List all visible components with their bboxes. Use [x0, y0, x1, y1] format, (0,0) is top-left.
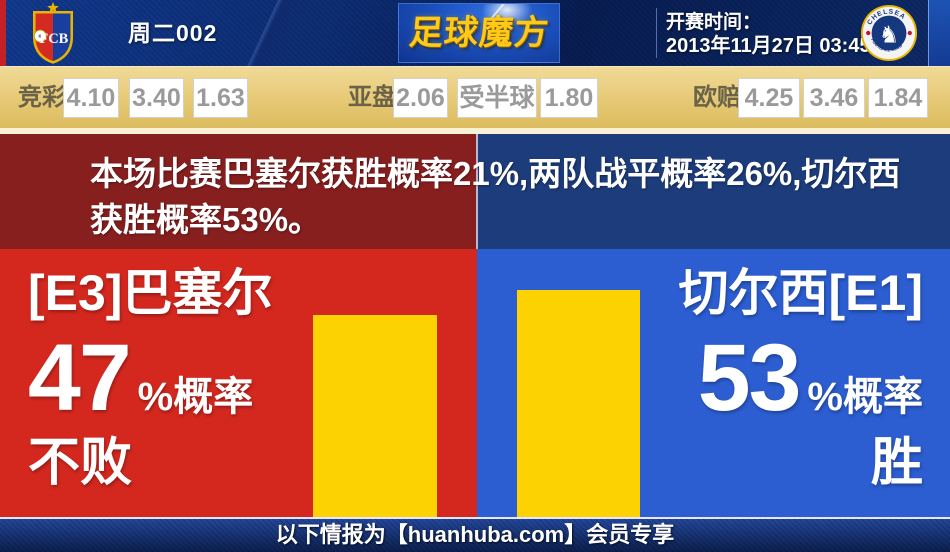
footer-banner: 以下情报为【huanhuba.com】会员专享	[0, 517, 950, 552]
odds-group-label-asian-handicap: 亚盘	[348, 84, 396, 111]
kickoff-time-block: 开赛时间： 2013年11月27日 03:45	[666, 11, 871, 58]
odds-value-box: 1.80	[540, 78, 598, 118]
away-outcome-label: 胜	[870, 434, 923, 492]
home-outcome-label: 不败	[28, 434, 133, 492]
brand-logo-text: 足球魔方	[407, 14, 551, 52]
away-team-name: 切尔西[E1]	[678, 265, 923, 321]
home-percent-value: 47	[28, 325, 132, 431]
brand-logo-panel: 足球魔方	[398, 3, 560, 63]
away-probability-bar	[517, 290, 640, 517]
odds-value-box: 4.25	[738, 78, 800, 118]
cream-separator	[0, 128, 950, 134]
home-prediction-block: [E3]巴塞尔 47 %概率 不败	[28, 263, 308, 493]
summary-band-divider	[476, 134, 478, 249]
odds-value-box: 3.46	[803, 78, 865, 118]
odds-value-box: 1.63	[193, 78, 248, 118]
match-code: 周二002	[128, 20, 218, 46]
header-left-red-stripe	[0, 0, 6, 66]
odds-value-box: 1.84	[868, 78, 928, 118]
header-divider	[656, 8, 657, 58]
fc-basel-crest-icon: FCB	[32, 2, 74, 64]
odds-value-box: 2.06	[393, 78, 448, 118]
svg-text:♞: ♞	[879, 22, 900, 49]
header-right-panel	[928, 0, 950, 66]
odds-bar: 竞彩 4.10 3.40 1.63 亚盘 2.06 受半球 1.80 欧赔 4.…	[0, 66, 950, 128]
summary-band-home	[0, 134, 477, 249]
away-prediction-block: 切尔西[E1] 53 %概率 胜	[643, 263, 923, 493]
svg-text:FCB: FCB	[39, 31, 68, 47]
away-percent-suffix: %概率	[807, 375, 923, 419]
odds-handicap-box: 受半球	[457, 78, 537, 118]
home-team-name: [E3]巴塞尔	[28, 265, 273, 321]
starburst-glint-decoration	[477, 4, 537, 30]
summary-band-away	[477, 134, 950, 249]
away-percent-line: 53 %概率	[643, 331, 923, 429]
away-percent-value: 53	[697, 325, 802, 431]
chelsea-crest-icon: CHELSEA FOOTBALL CLUB ♞	[860, 4, 918, 62]
odds-group-label-european: 欧赔	[693, 84, 741, 111]
home-probability-bar	[313, 315, 437, 517]
home-percent-line: 47 %概率	[28, 331, 308, 429]
header-bar: FCB 周二002 足球魔方 开赛时间： 2013年11月27日 03:45 C…	[0, 0, 950, 66]
odds-group-label-jingcai: 竞彩	[18, 84, 66, 111]
kickoff-datetime: 2013年11月27日 03:45	[666, 35, 871, 57]
home-percent-suffix: %概率	[137, 375, 254, 419]
odds-value-box: 3.40	[129, 78, 184, 118]
header-diagonal-decoration	[205, 0, 325, 66]
kickoff-label: 开赛时间：	[666, 12, 762, 33]
match-probability-summary: 本场比赛巴塞尔获胜概率21%,两队战平概率26%,切尔西获胜概率53%。	[90, 155, 901, 238]
odds-value-box: 4.10	[63, 78, 119, 118]
